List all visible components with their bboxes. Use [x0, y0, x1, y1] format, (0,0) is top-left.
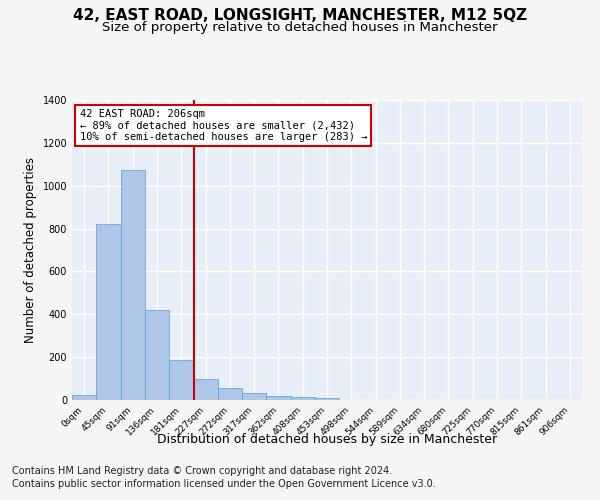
- Text: 42, EAST ROAD, LONGSIGHT, MANCHESTER, M12 5QZ: 42, EAST ROAD, LONGSIGHT, MANCHESTER, M1…: [73, 8, 527, 22]
- Bar: [121, 170, 145, 400]
- Bar: [266, 396, 290, 400]
- Text: Contains public sector information licensed under the Open Government Licence v3: Contains public sector information licen…: [12, 479, 436, 489]
- Bar: [315, 398, 339, 400]
- Bar: [72, 394, 96, 400]
- Text: Distribution of detached houses by size in Manchester: Distribution of detached houses by size …: [157, 432, 497, 446]
- Text: 42 EAST ROAD: 206sqm
← 89% of detached houses are smaller (2,432)
10% of semi-de: 42 EAST ROAD: 206sqm ← 89% of detached h…: [80, 109, 367, 142]
- Bar: [290, 397, 315, 400]
- Bar: [242, 392, 266, 400]
- Bar: [169, 360, 193, 400]
- Y-axis label: Number of detached properties: Number of detached properties: [24, 157, 37, 343]
- Bar: [218, 388, 242, 400]
- Text: Size of property relative to detached houses in Manchester: Size of property relative to detached ho…: [102, 22, 498, 35]
- Bar: [193, 378, 218, 400]
- Bar: [145, 310, 169, 400]
- Bar: [96, 224, 121, 400]
- Text: Contains HM Land Registry data © Crown copyright and database right 2024.: Contains HM Land Registry data © Crown c…: [12, 466, 392, 476]
